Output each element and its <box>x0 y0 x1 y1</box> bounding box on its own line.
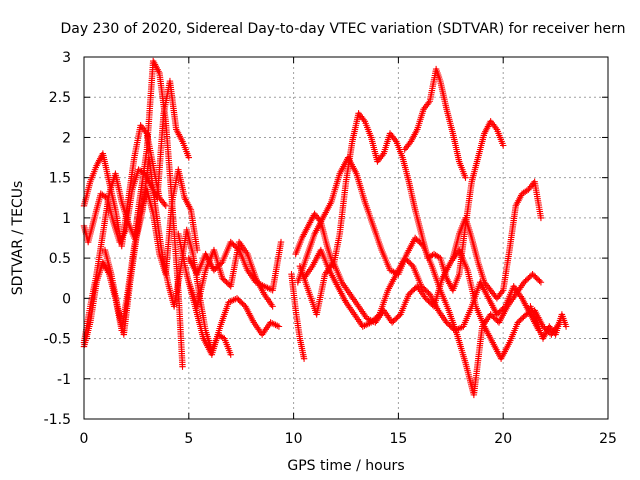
series-sat-track-15 <box>449 178 545 302</box>
y-tick-label: 0 <box>62 291 71 307</box>
y-tick-label: -1 <box>57 372 71 388</box>
data-point <box>537 279 545 286</box>
data-point <box>179 363 186 370</box>
data-point <box>162 202 169 210</box>
data-point <box>536 277 543 285</box>
data-point <box>185 154 192 161</box>
data-point <box>395 312 403 319</box>
y-tick-label: 1.5 <box>49 171 71 187</box>
y-tick-label: 2 <box>62 130 71 146</box>
data-point <box>277 238 285 246</box>
data-points <box>80 57 570 399</box>
x-tick-label: 10 <box>285 431 303 447</box>
series-sat-track-8 <box>185 238 285 294</box>
data-point <box>500 304 508 311</box>
series-sat-track-14 <box>401 65 469 181</box>
x-tick-labels: 0 5 10 15 20 25 <box>80 431 617 447</box>
y-tick-label: 1 <box>62 211 71 227</box>
data-point <box>275 323 283 330</box>
plot-frame <box>83 56 609 420</box>
series-sat-track-3 <box>80 77 192 246</box>
data-point <box>300 355 308 362</box>
x-tick-label: 0 <box>80 431 89 447</box>
series-sat-track-9 <box>288 271 308 362</box>
data-point <box>217 260 225 267</box>
data-point <box>418 241 426 248</box>
x-tick-label: 20 <box>494 431 512 447</box>
data-point <box>500 142 507 149</box>
x-tick-label: 25 <box>599 431 617 447</box>
data-point <box>227 351 234 358</box>
series-sat-track-16 <box>527 303 570 342</box>
y-tick-label: 2.5 <box>49 90 71 106</box>
x-axis-label: GPS time / hours <box>287 458 404 474</box>
data-point <box>269 303 276 310</box>
data-point <box>374 312 382 319</box>
data-point <box>462 174 469 181</box>
y-tick-label: 3 <box>62 50 71 66</box>
y-tick-label: -1.5 <box>44 412 71 428</box>
data-point <box>408 261 415 269</box>
chart-title: Day 230 of 2020, Sidereal Day-to-day VTE… <box>60 21 625 37</box>
x-tick-label: 5 <box>184 431 193 447</box>
x-tick-label: 15 <box>389 431 407 447</box>
data-point <box>234 245 241 252</box>
data-point <box>562 323 570 330</box>
y-tick-labels: -1.5 -1 -0.5 0 0.5 1 1.5 2 2.5 3 <box>44 50 71 428</box>
y-axis-label: SDTVAR / TECUs <box>10 181 26 296</box>
y-tick-label: -0.5 <box>44 332 71 348</box>
y-tick-label: 0.5 <box>49 251 71 267</box>
data-point <box>537 214 545 222</box>
